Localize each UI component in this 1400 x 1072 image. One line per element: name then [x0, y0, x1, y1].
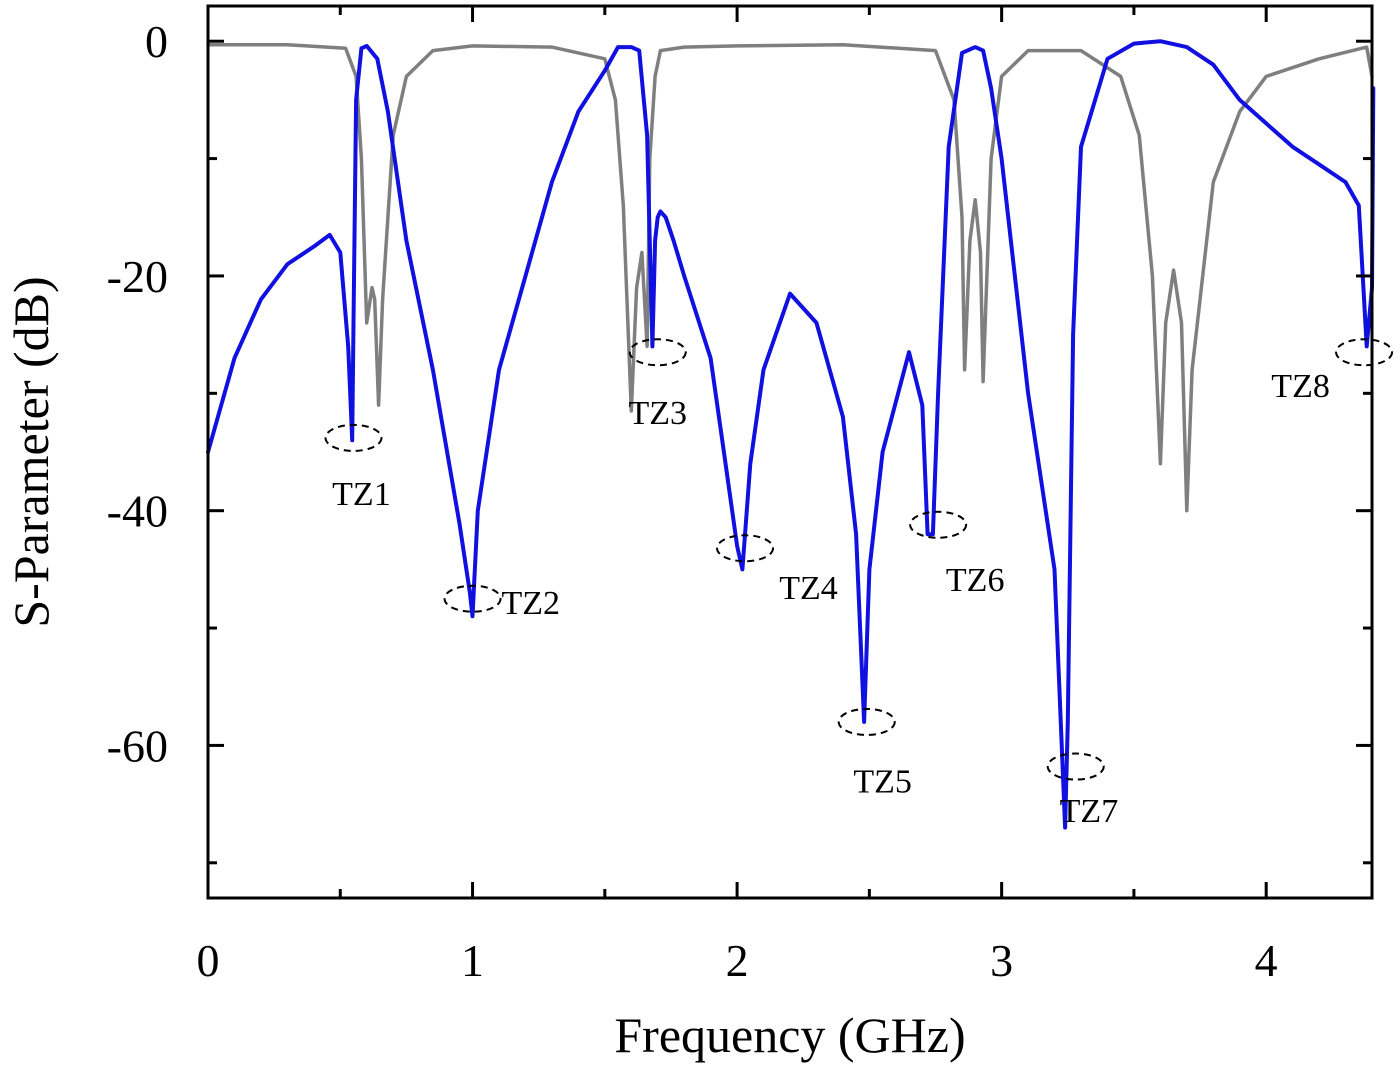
tz-label: TZ6	[946, 562, 1005, 599]
tz-marker-ellipse	[628, 338, 687, 367]
series-line-2	[206, 39, 1376, 830]
tz-marker-ellipse	[716, 534, 775, 563]
tz-label: TZ4	[779, 570, 838, 607]
x-axis-label: Frequency (GHz)	[614, 1007, 965, 1063]
tick-layer	[206, 6, 1372, 898]
y-axis-label: S-Parameter (dB)	[3, 276, 59, 627]
tz-label: TZ5	[853, 764, 912, 801]
tick-label-layer: 0 1 2 3 4 0 -20 -40 -60	[107, 16, 1278, 986]
tz-marker-ellipse	[1335, 338, 1394, 367]
tz-label: TZ8	[1271, 368, 1330, 405]
y-tick-label: 0	[145, 16, 168, 67]
x-tick-label: 1	[461, 935, 484, 986]
tz-label: TZ2	[501, 585, 560, 622]
tz-marker-ellipse	[443, 584, 502, 613]
y-tick-label: -40	[107, 486, 168, 537]
tz-marker-ellipse	[837, 707, 896, 736]
tz-label: TZ1	[332, 476, 391, 513]
x-tick-label: 3	[990, 935, 1013, 986]
series-line-1	[206, 42, 1374, 513]
annotation-layer: TZ1 TZ2 TZ3 TZ4 TZ5 TZ6 TZ7 TZ8	[324, 338, 1394, 830]
y-tick-label: -20	[107, 251, 168, 302]
tz-marker-ellipse	[324, 423, 383, 452]
tz-marker-ellipse	[1046, 752, 1105, 781]
x-tick-label: 2	[726, 935, 749, 986]
x-tick-label: 4	[1255, 935, 1278, 986]
tz-label: TZ7	[1060, 793, 1119, 830]
plot-frame	[206, 4, 1374, 900]
tz-marker-ellipse	[909, 510, 968, 539]
tz-label: TZ3	[628, 395, 687, 432]
x-tick-label: 0	[197, 935, 220, 986]
y-tick-label: -60	[107, 720, 168, 771]
series-layer	[206, 39, 1376, 830]
